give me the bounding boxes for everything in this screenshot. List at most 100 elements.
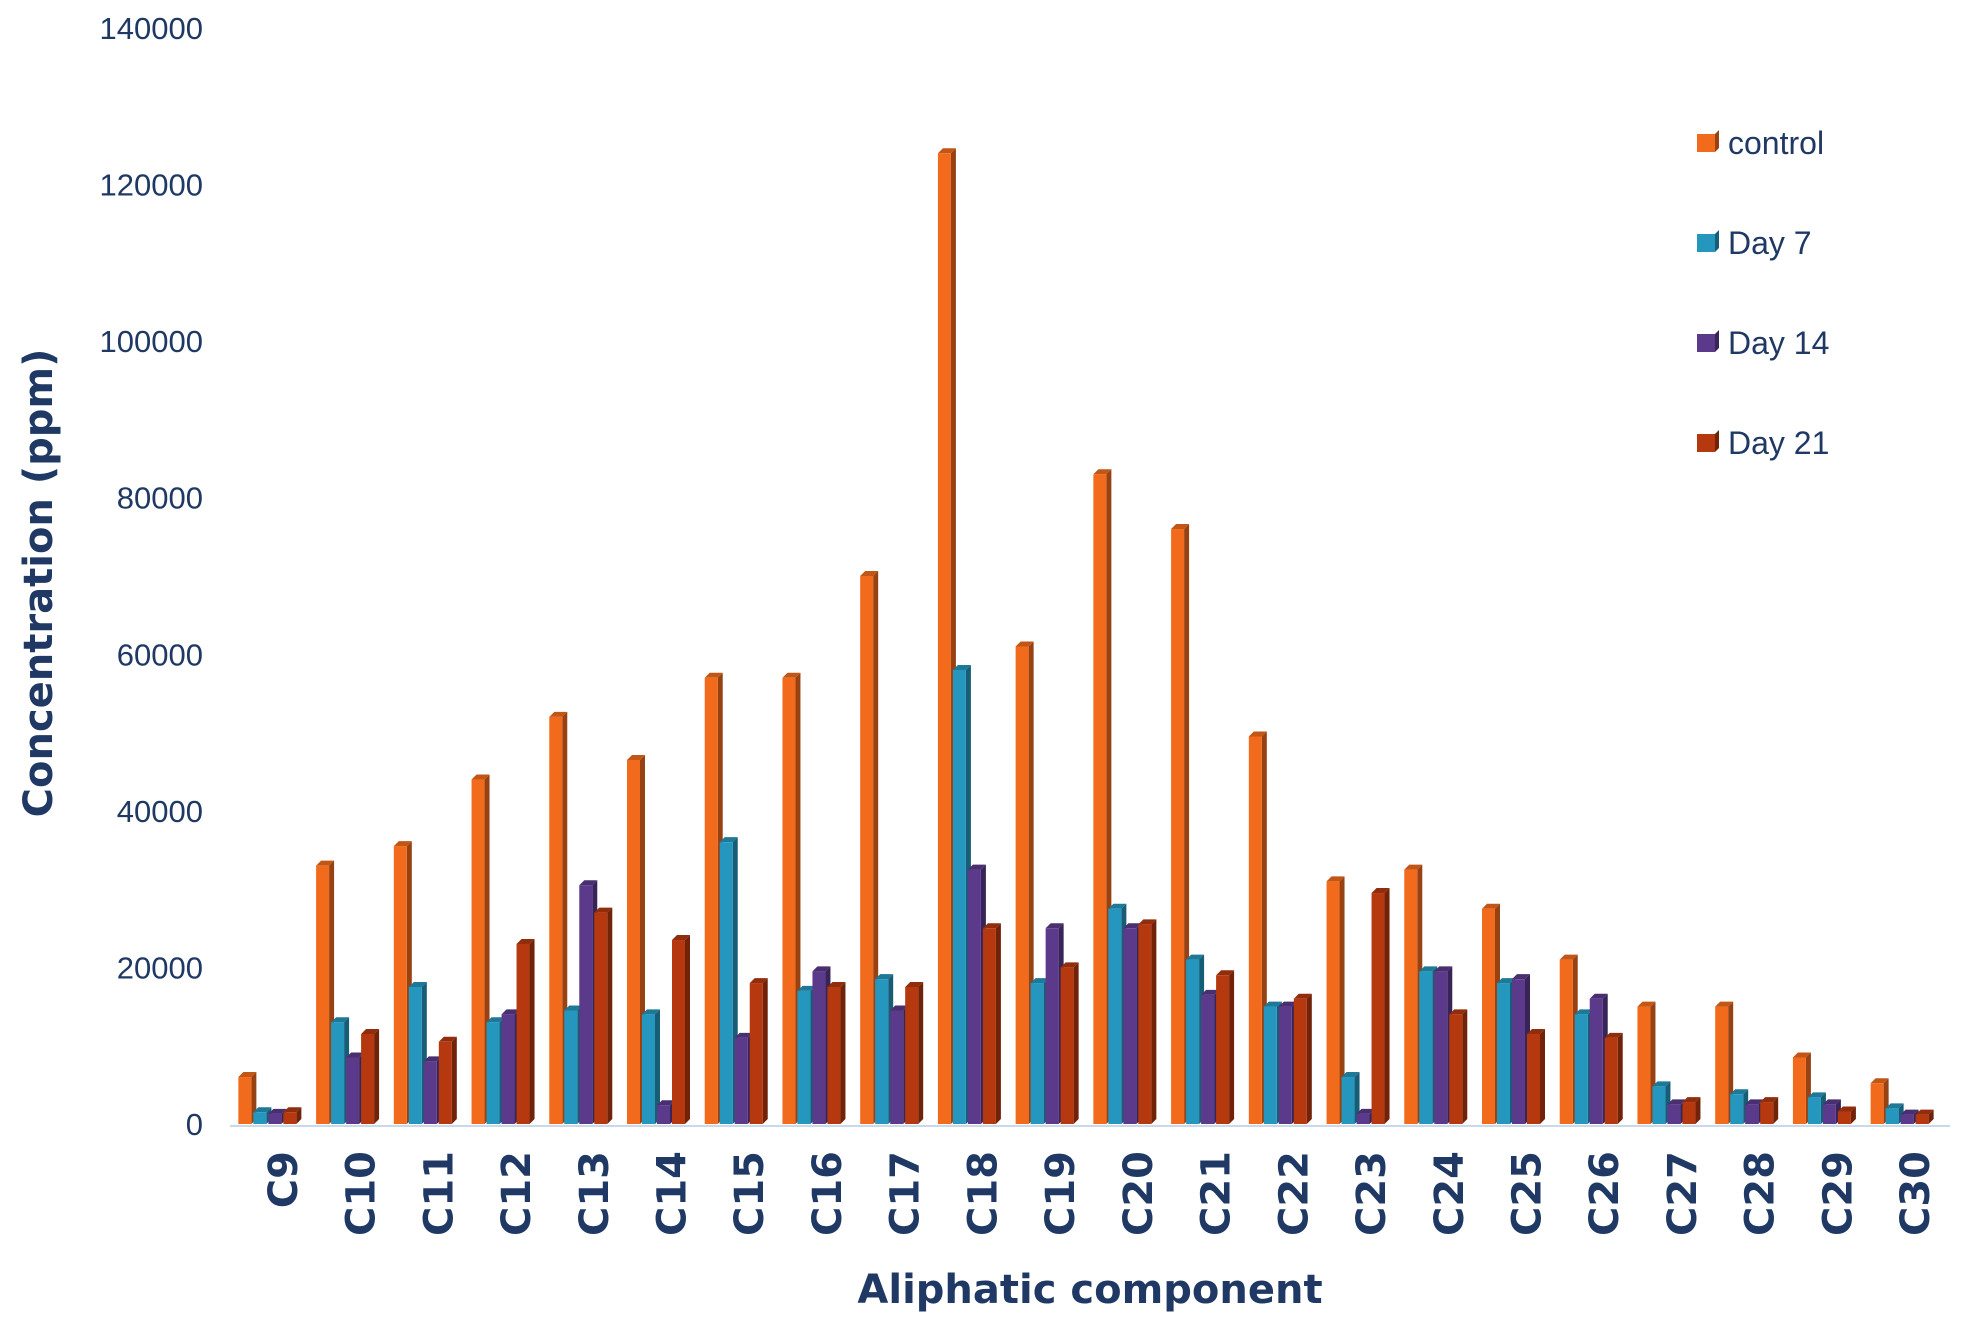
bar-group [393, 841, 457, 1124]
bar-side [529, 938, 535, 1124]
bar [1015, 646, 1029, 1124]
bar-top [471, 774, 490, 780]
bar-top [579, 880, 598, 886]
bar [1341, 1077, 1355, 1124]
bar [1682, 1102, 1696, 1124]
x-tick-label: C28 [1738, 1151, 1784, 1236]
x-tick-label: C25 [1505, 1151, 1551, 1236]
bar-top [1760, 1097, 1779, 1103]
bar-top [797, 985, 816, 991]
bar [1449, 1014, 1463, 1124]
bar [952, 669, 966, 1124]
bar-top [1045, 923, 1064, 929]
bar-group [937, 148, 1001, 1124]
bar-group [1093, 469, 1157, 1124]
bar-top [937, 148, 956, 154]
bar-group [1715, 1001, 1779, 1124]
x-tick-label: C14 [650, 1151, 696, 1236]
bar-top [408, 982, 427, 987]
x-tick-label: C10 [339, 1151, 385, 1236]
bar-top [1527, 1028, 1545, 1034]
bar-group [1248, 731, 1312, 1124]
bar-top [1652, 1081, 1671, 1087]
bar [594, 912, 608, 1124]
bar [797, 990, 811, 1124]
bar [1589, 998, 1603, 1124]
bar [549, 716, 563, 1124]
x-tick-label: C11 [416, 1151, 462, 1236]
bar [937, 153, 951, 1124]
bar-top [1123, 923, 1142, 929]
legend-item: Day 14 [1697, 325, 1829, 361]
bar-top [361, 1028, 380, 1034]
bar [1730, 1094, 1744, 1124]
bar-group [1637, 1001, 1701, 1124]
bar-top [1201, 989, 1220, 995]
bar-top [1326, 876, 1345, 882]
bar-top [1745, 1099, 1764, 1105]
bar-top [672, 935, 690, 941]
bar [501, 1014, 515, 1124]
bar-top [1730, 1089, 1749, 1095]
bar-top [1837, 1106, 1856, 1112]
bar-top [1482, 903, 1500, 909]
bar [361, 1033, 375, 1124]
legend-swatch [1697, 234, 1715, 252]
bar [1030, 983, 1044, 1124]
bar-top [1030, 978, 1049, 984]
bar-side [1773, 1097, 1779, 1124]
bar-top [1093, 469, 1112, 475]
x-tick-label: C24 [1427, 1151, 1473, 1236]
bar-group [316, 860, 380, 1124]
bar-group [1482, 903, 1545, 1124]
bar [1652, 1086, 1666, 1124]
x-tick-label: C23 [1349, 1151, 1395, 1236]
bar [438, 1041, 452, 1124]
bar-top [1449, 1009, 1468, 1015]
bar [1356, 1113, 1370, 1124]
bar-side [1695, 1097, 1701, 1124]
bar-top [627, 754, 645, 760]
bar-top [1263, 1001, 1282, 1007]
bar [1371, 893, 1385, 1124]
bar [1201, 994, 1215, 1124]
bar-top [1870, 1078, 1889, 1084]
bar-side [995, 923, 1001, 1124]
bar-top [1278, 1001, 1297, 1007]
legend-label: Day 21 [1728, 425, 1829, 461]
bar-top [967, 864, 986, 870]
bar-side [1306, 993, 1312, 1124]
bar-top [1792, 1052, 1811, 1058]
bar [1792, 1057, 1806, 1124]
bar [982, 928, 996, 1124]
bar-group [549, 711, 613, 1124]
y-tick-label: 120000 [100, 168, 203, 203]
bar-side [655, 1009, 660, 1124]
bar-top [549, 711, 568, 717]
bar-top [1559, 954, 1578, 960]
bar [1293, 998, 1307, 1124]
bar-side [1540, 1028, 1545, 1124]
bar-top [1589, 993, 1608, 999]
bar [1527, 1033, 1540, 1124]
bar [316, 865, 330, 1124]
x-tick-label: C13 [572, 1151, 618, 1236]
bar-top [812, 966, 831, 972]
bar [1171, 529, 1185, 1124]
legend-item: control [1697, 125, 1824, 161]
bar [564, 1010, 578, 1124]
bar-top [1015, 641, 1034, 647]
bar-top [1637, 1001, 1656, 1007]
y-tick-label: 40000 [117, 794, 203, 829]
bar-side [1928, 1109, 1934, 1124]
bar [1216, 975, 1230, 1124]
bar-top [1434, 966, 1453, 972]
bar-group [1559, 954, 1623, 1124]
bar-top [875, 974, 894, 980]
bar [672, 940, 685, 1124]
bar [642, 1014, 655, 1124]
bar [1822, 1104, 1836, 1124]
bar [1248, 736, 1262, 1124]
bar-top [1822, 1099, 1841, 1105]
bar [890, 1010, 904, 1124]
